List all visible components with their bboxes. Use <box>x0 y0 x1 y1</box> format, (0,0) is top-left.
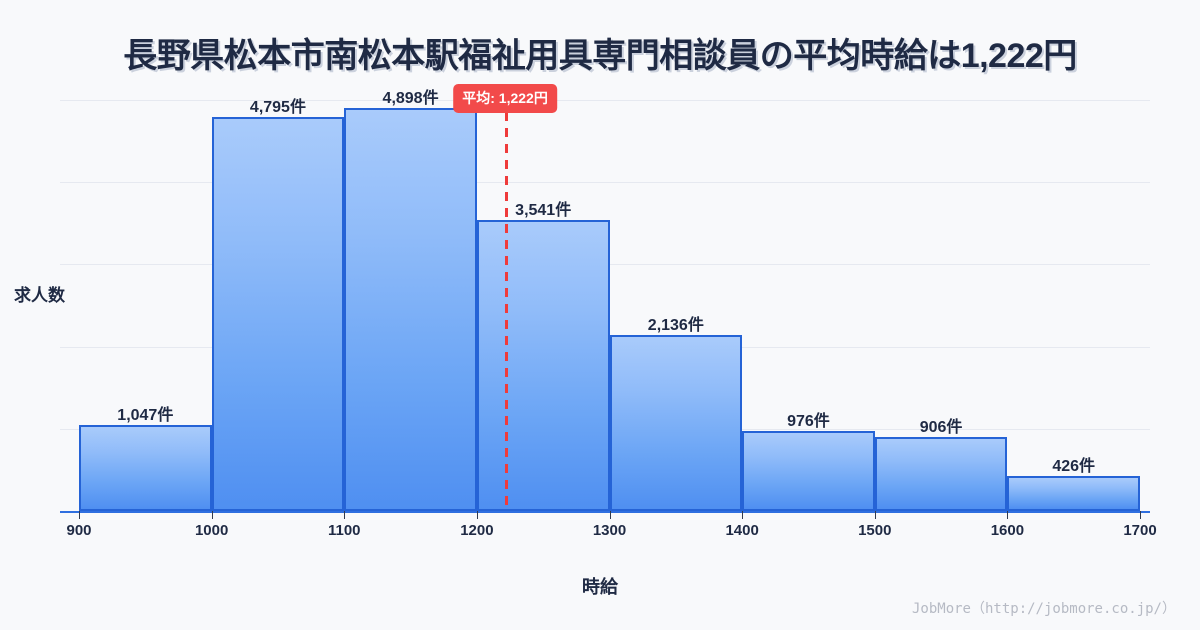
x-axis-tick <box>1140 511 1141 519</box>
bar[interactable] <box>476 219 610 511</box>
x-axis-title: 時給 <box>582 577 618 597</box>
y-axis-title: 求人数 <box>14 286 65 305</box>
x-axis-tick-label: 1400 <box>725 522 759 539</box>
bar[interactable] <box>874 436 1008 511</box>
footer-credit: JobMore（http://jobmore.co.jp/） <box>911 601 1176 617</box>
x-axis-tick-label: 1300 <box>592 522 627 539</box>
plot-area: 1,047件 4,795件 4,898件 3,541件 2,136件 976件 906件 42… <box>60 84 1157 539</box>
bar-value-label: 1,047件 <box>117 406 174 424</box>
x-axis-tick-label: 1100 <box>327 522 361 539</box>
bar-value-label: 2,136件 <box>647 317 704 335</box>
x-axis-tick-label: 1700 <box>1123 522 1157 539</box>
x-axis-tick-label: 1000 <box>194 522 229 539</box>
average-line-badge: 平均: 1,222円 <box>453 84 557 113</box>
bar-value-label: 4,795件 <box>249 98 306 116</box>
average-line: 平均: 1,222円 <box>453 84 557 511</box>
chart-title: 長野県松本市南松本駅福祉用具専門相談員の平均時給は1,222円 <box>123 37 1077 75</box>
x-axis-tick-label: 1500 <box>858 522 892 539</box>
x-axis-tick <box>79 511 80 519</box>
x-axis-tick <box>344 511 346 519</box>
bar-value-label: 4,898件 <box>382 90 439 108</box>
x-axis-tick <box>211 511 213 519</box>
x-axis-tick-label: 900 <box>66 522 92 539</box>
bar[interactable] <box>609 335 743 511</box>
bar[interactable] <box>344 108 477 511</box>
gridline <box>60 182 1150 184</box>
bar[interactable] <box>1007 475 1140 511</box>
bar-value-label: 3,541件 <box>515 201 572 219</box>
bar[interactable] <box>79 424 212 511</box>
x-axis-tick-label: 1200 <box>460 522 494 539</box>
bar[interactable] <box>211 116 345 511</box>
x-axis-baseline <box>60 511 1150 513</box>
x-axis-tick <box>609 511 611 519</box>
gridline <box>60 100 1150 101</box>
bar-value-label: 906件 <box>919 418 963 436</box>
bar-value-label: 976件 <box>787 412 830 430</box>
x-axis-tick <box>742 511 744 519</box>
x-axis-tick-label: 1600 <box>990 522 1025 539</box>
x-axis-tick <box>1007 511 1009 519</box>
x-axis-tick <box>476 511 478 519</box>
bar-value-label: 426件 <box>1052 457 1096 475</box>
x-axis-tick <box>874 511 876 519</box>
bar[interactable] <box>742 430 875 511</box>
